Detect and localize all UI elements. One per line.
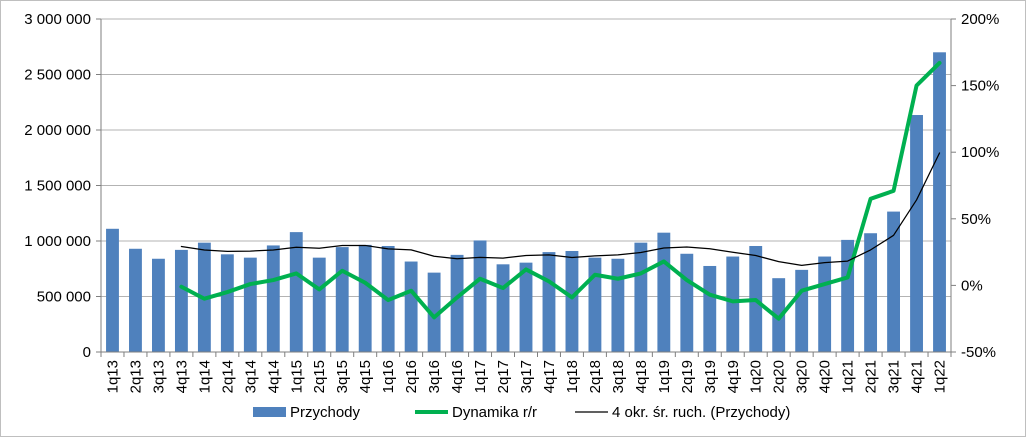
x-tick-label: 4q18 <box>633 360 650 393</box>
left-tick-label: 0 <box>83 344 91 361</box>
legend-label: Przychody <box>290 404 361 421</box>
x-tick-label: 2q15 <box>311 360 328 393</box>
left-tick-label: 1 500 000 <box>24 178 91 195</box>
bar-4q18 <box>634 242 648 352</box>
bar-3q21 <box>887 211 900 352</box>
x-tick-label: 1q19 <box>656 360 673 393</box>
right-tick-label: -50% <box>961 344 996 361</box>
bar-3q14 <box>243 257 257 352</box>
x-tick-label: 4q17 <box>541 360 558 393</box>
x-tick-label: 2q16 <box>403 360 420 393</box>
left-tick-label: 3 000 000 <box>24 11 91 28</box>
bar-1q15 <box>289 232 303 352</box>
x-tick-label: 4q13 <box>173 360 190 393</box>
bar-4q15 <box>358 244 372 352</box>
bar-2q16 <box>404 261 418 352</box>
left-tick-label: 2 500 000 <box>24 67 91 84</box>
x-tick-label: 3q19 <box>702 360 719 393</box>
bar-3q20 <box>795 269 809 352</box>
x-tick-label: 1q15 <box>288 360 305 393</box>
grid-lines <box>101 18 951 297</box>
x-tick-label: 4q21 <box>909 360 926 393</box>
x-tick-label: 1q21 <box>840 360 857 393</box>
legend: Przychody Dynamika r/r 4 okr. śr. ruch. (P… <box>253 404 790 421</box>
x-tick-label: 2q18 <box>587 360 604 393</box>
bar-2q21 <box>864 233 878 352</box>
x-tick-label: 3q17 <box>518 360 535 393</box>
x-tick-label: 2q21 <box>863 360 880 393</box>
bar-2q19 <box>680 253 694 352</box>
x-tick-label: 2q20 <box>771 360 788 393</box>
x-tick-label: 3q18 <box>610 360 627 393</box>
x-tick-label: 4q15 <box>357 360 374 393</box>
x-tick-label: 2q14 <box>219 360 236 393</box>
legend-label: Dynamika r/r <box>452 404 537 421</box>
bar-2q17 <box>496 264 510 352</box>
bar-2q15 <box>312 257 326 352</box>
bar-1q13 <box>106 228 119 352</box>
right-tick-label: 150% <box>961 78 999 95</box>
bar-2q13 <box>129 248 142 352</box>
x-axis-ticks: 1q13 2q13 3q13 4q13 1q14 2q14 3q14 4q14 1q15 2q15… <box>100 352 952 393</box>
x-tick-label: 1q22 <box>932 360 949 393</box>
bar-3q16 <box>427 272 441 352</box>
bar-3q13 <box>152 258 165 352</box>
left-tick-label: 500 000 <box>37 289 91 306</box>
x-tick-label: 3q16 <box>426 360 443 393</box>
x-tick-label: 4q19 <box>725 360 742 393</box>
x-tick-label: 3q15 <box>334 360 351 393</box>
right-tick-label: 100% <box>961 144 999 161</box>
x-tick-label: 3q20 <box>794 360 811 393</box>
x-tick-label: 2q13 <box>127 360 144 393</box>
bar-3q19 <box>703 265 717 352</box>
x-tick-label: 2q17 <box>495 360 512 393</box>
bar-2q20 <box>772 278 786 352</box>
left-axis-ticks: 0 500 000 1 000 000 1 500 000 2 000 000 2 500… <box>24 11 101 361</box>
x-tick-label: 4q14 <box>265 360 282 393</box>
x-tick-label: 3q13 <box>150 360 167 393</box>
line-moving-average <box>180 152 941 267</box>
bar-3q15 <box>335 247 349 352</box>
x-tick-label: 1q20 <box>748 360 765 393</box>
x-tick-label: 3q14 <box>242 360 259 393</box>
bar-4q17 <box>542 252 556 352</box>
left-tick-label: 1 000 000 <box>24 233 91 250</box>
bar-2q18 <box>588 257 602 352</box>
bar-4q20 <box>818 256 832 352</box>
bar-4q19 <box>726 256 740 352</box>
bar-3q17 <box>519 262 533 352</box>
legend-label: 4 okr. śr. ruch. (Przychody) <box>612 404 790 421</box>
x-tick-label: 1q17 <box>472 360 489 393</box>
left-tick-label: 2 000 000 <box>24 122 91 139</box>
legend-swatch-przychody <box>253 407 286 417</box>
right-tick-label: 0% <box>961 277 983 294</box>
bar-1q18 <box>565 250 579 352</box>
bar-1q19 <box>657 232 671 352</box>
x-tick-label: 1q14 <box>196 360 213 393</box>
x-tick-label: 2q19 <box>679 360 696 393</box>
right-axis-ticks: -50% 0% 50% 100% 150% 200% <box>951 11 999 361</box>
right-tick-label: 200% <box>961 11 999 28</box>
bar-3q18 <box>611 258 625 352</box>
x-tick-label: 1q16 <box>380 360 397 393</box>
bar-1q17 <box>473 240 487 352</box>
x-tick-label: 1q18 <box>564 360 581 393</box>
bar-4q14 <box>266 245 280 352</box>
x-tick-label: 4q16 <box>449 360 466 393</box>
bar-2q14 <box>220 254 234 352</box>
x-tick-label: 4q20 <box>817 360 834 393</box>
bar-4q16 <box>450 254 464 352</box>
x-tick-label: 3q21 <box>886 360 903 393</box>
bar-4q21 <box>910 115 923 352</box>
bar-4q13 <box>174 249 188 352</box>
line-series <box>179 60 942 321</box>
right-tick-label: 50% <box>961 211 991 228</box>
bar-1q22 <box>933 52 946 353</box>
bar-series-przychody <box>106 52 946 353</box>
line-dynamika-rr <box>179 60 942 321</box>
x-tick-label: 1q13 <box>104 360 121 393</box>
